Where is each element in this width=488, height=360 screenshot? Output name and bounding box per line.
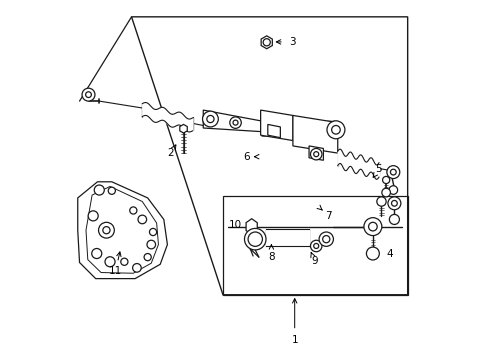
Text: 7: 7: [325, 211, 331, 221]
Circle shape: [363, 218, 381, 235]
Circle shape: [99, 222, 114, 238]
Circle shape: [376, 197, 386, 206]
Polygon shape: [245, 219, 257, 234]
Polygon shape: [180, 125, 187, 133]
Circle shape: [82, 88, 95, 101]
Circle shape: [368, 222, 376, 231]
Circle shape: [108, 187, 115, 194]
Circle shape: [310, 240, 321, 252]
Polygon shape: [261, 36, 272, 49]
Circle shape: [105, 257, 115, 267]
Circle shape: [326, 121, 344, 139]
Circle shape: [263, 39, 270, 46]
Text: 11: 11: [108, 266, 122, 276]
Circle shape: [313, 152, 318, 157]
Circle shape: [129, 207, 137, 214]
Text: 9: 9: [310, 256, 317, 266]
Text: 8: 8: [267, 252, 274, 262]
Text: 3: 3: [289, 37, 296, 47]
Circle shape: [149, 228, 156, 235]
Circle shape: [331, 126, 340, 134]
Circle shape: [310, 148, 321, 160]
Polygon shape: [203, 110, 260, 132]
Polygon shape: [78, 182, 167, 279]
Text: 2: 2: [167, 148, 174, 158]
Text: 10: 10: [228, 220, 242, 230]
Circle shape: [202, 111, 218, 127]
Circle shape: [319, 232, 333, 246]
Text: 5: 5: [375, 164, 382, 174]
Circle shape: [121, 258, 128, 265]
Circle shape: [389, 169, 395, 175]
Circle shape: [313, 243, 318, 248]
Circle shape: [138, 215, 146, 224]
Circle shape: [229, 117, 241, 129]
Circle shape: [94, 185, 104, 195]
Text: 4: 4: [386, 248, 392, 258]
Circle shape: [322, 235, 329, 243]
Circle shape: [102, 226, 110, 234]
Polygon shape: [260, 110, 292, 140]
Circle shape: [206, 116, 214, 123]
Circle shape: [388, 215, 399, 225]
Circle shape: [88, 211, 98, 221]
Circle shape: [147, 240, 155, 249]
Circle shape: [387, 197, 400, 210]
Circle shape: [388, 186, 397, 194]
Polygon shape: [308, 146, 323, 160]
Circle shape: [144, 253, 151, 261]
Circle shape: [386, 166, 399, 179]
Circle shape: [391, 201, 396, 206]
Polygon shape: [292, 116, 337, 153]
Circle shape: [244, 228, 265, 250]
Circle shape: [247, 232, 262, 246]
Polygon shape: [267, 125, 280, 138]
Circle shape: [382, 176, 389, 184]
Text: 6: 6: [243, 152, 249, 162]
Circle shape: [132, 264, 141, 272]
Circle shape: [366, 247, 379, 260]
Text: 1: 1: [291, 334, 297, 345]
Circle shape: [85, 92, 91, 98]
Circle shape: [381, 188, 389, 197]
Circle shape: [92, 248, 102, 258]
Circle shape: [233, 120, 238, 125]
